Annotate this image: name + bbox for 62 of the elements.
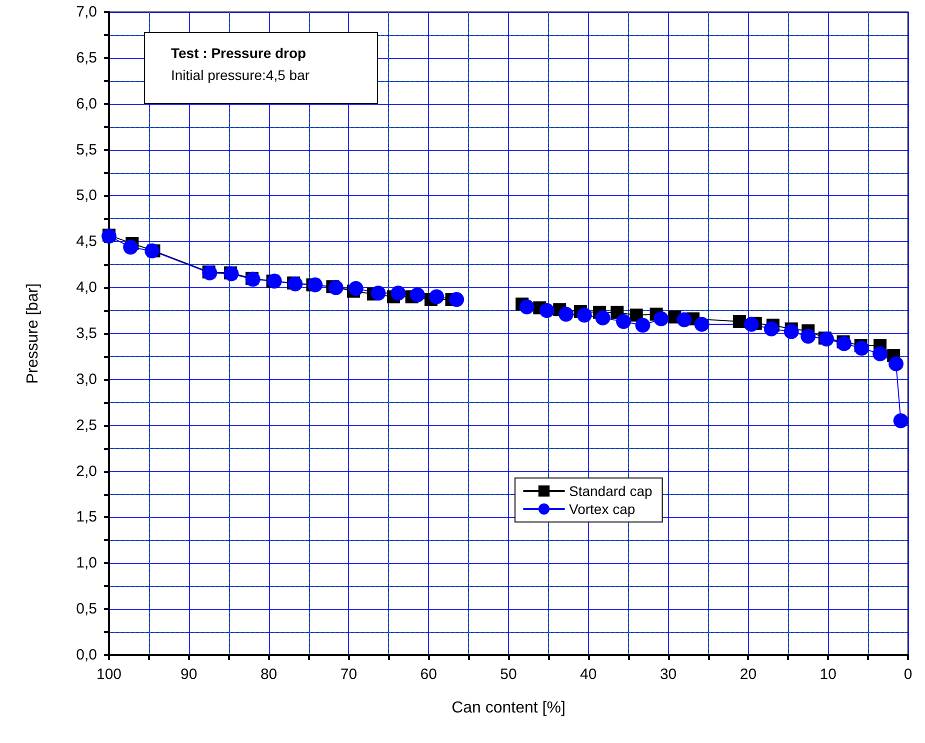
x-tick-label: 10 bbox=[820, 666, 836, 683]
point bbox=[893, 413, 908, 428]
legend-label: Standard cap bbox=[569, 483, 652, 499]
point bbox=[732, 315, 746, 328]
point bbox=[390, 286, 406, 301]
point bbox=[764, 321, 779, 336]
y-tick-label: 4,5 bbox=[76, 233, 97, 250]
x-tick-label: 80 bbox=[260, 666, 278, 683]
x-tick-label: 50 bbox=[500, 666, 517, 683]
point bbox=[348, 280, 364, 296]
legend-label: Vortex cap bbox=[569, 501, 636, 517]
point bbox=[576, 308, 592, 323]
x-axis-title: Can content [%] bbox=[452, 700, 566, 716]
x-tick-label: 40 bbox=[580, 666, 597, 683]
x-tick-label: 60 bbox=[420, 666, 437, 683]
point bbox=[328, 280, 344, 296]
y-tick-label: 3,5 bbox=[76, 325, 97, 342]
y-tick-label: 1,5 bbox=[76, 508, 97, 526]
point bbox=[635, 318, 650, 333]
x-tick-label: 90 bbox=[180, 666, 198, 683]
point bbox=[595, 310, 610, 326]
point bbox=[539, 303, 554, 318]
y-axis-title: Pressure [bar] bbox=[24, 283, 42, 384]
point bbox=[819, 332, 834, 347]
point bbox=[449, 292, 464, 308]
point bbox=[676, 312, 692, 328]
point bbox=[429, 289, 444, 304]
y-tick-label: 5,5 bbox=[76, 141, 97, 158]
x-tick-label: 30 bbox=[660, 666, 677, 683]
y-tick-label: 0,5 bbox=[76, 600, 97, 618]
x-tick-label: 100 bbox=[96, 666, 122, 683]
point bbox=[410, 287, 425, 302]
point bbox=[370, 286, 386, 301]
x-tick-label: 70 bbox=[340, 666, 358, 683]
point bbox=[854, 340, 870, 356]
x-tick-label: 0 bbox=[904, 666, 912, 683]
point bbox=[308, 277, 323, 292]
point bbox=[616, 314, 632, 330]
point bbox=[800, 328, 816, 344]
y-tick-label: 6,5 bbox=[76, 49, 97, 66]
y-tick-label: 0,0 bbox=[76, 646, 97, 664]
point bbox=[519, 299, 534, 314]
point bbox=[784, 324, 799, 340]
point bbox=[836, 336, 852, 352]
point bbox=[888, 356, 904, 372]
point bbox=[558, 306, 574, 322]
point bbox=[288, 276, 303, 292]
y-tick-label: 6,0 bbox=[76, 95, 97, 112]
y-tick-label: 2,5 bbox=[76, 416, 97, 434]
point bbox=[123, 240, 138, 255]
y-tick-label: 4,0 bbox=[76, 279, 97, 296]
y-tick-label: 5,0 bbox=[76, 187, 97, 204]
y-tick-label: 1,0 bbox=[76, 554, 97, 572]
y-tick-label: 2,0 bbox=[76, 462, 97, 480]
point bbox=[872, 346, 888, 362]
point bbox=[654, 311, 669, 326]
point bbox=[744, 316, 759, 332]
y-tick-label: 7,0 bbox=[76, 4, 97, 20]
y-tick-label: 3,0 bbox=[76, 370, 97, 388]
text-box: Test : Pressure drop Initial pressure:4,5 bar bbox=[144, 32, 378, 104]
point bbox=[694, 316, 710, 332]
x-tick-label: 20 bbox=[740, 666, 757, 683]
